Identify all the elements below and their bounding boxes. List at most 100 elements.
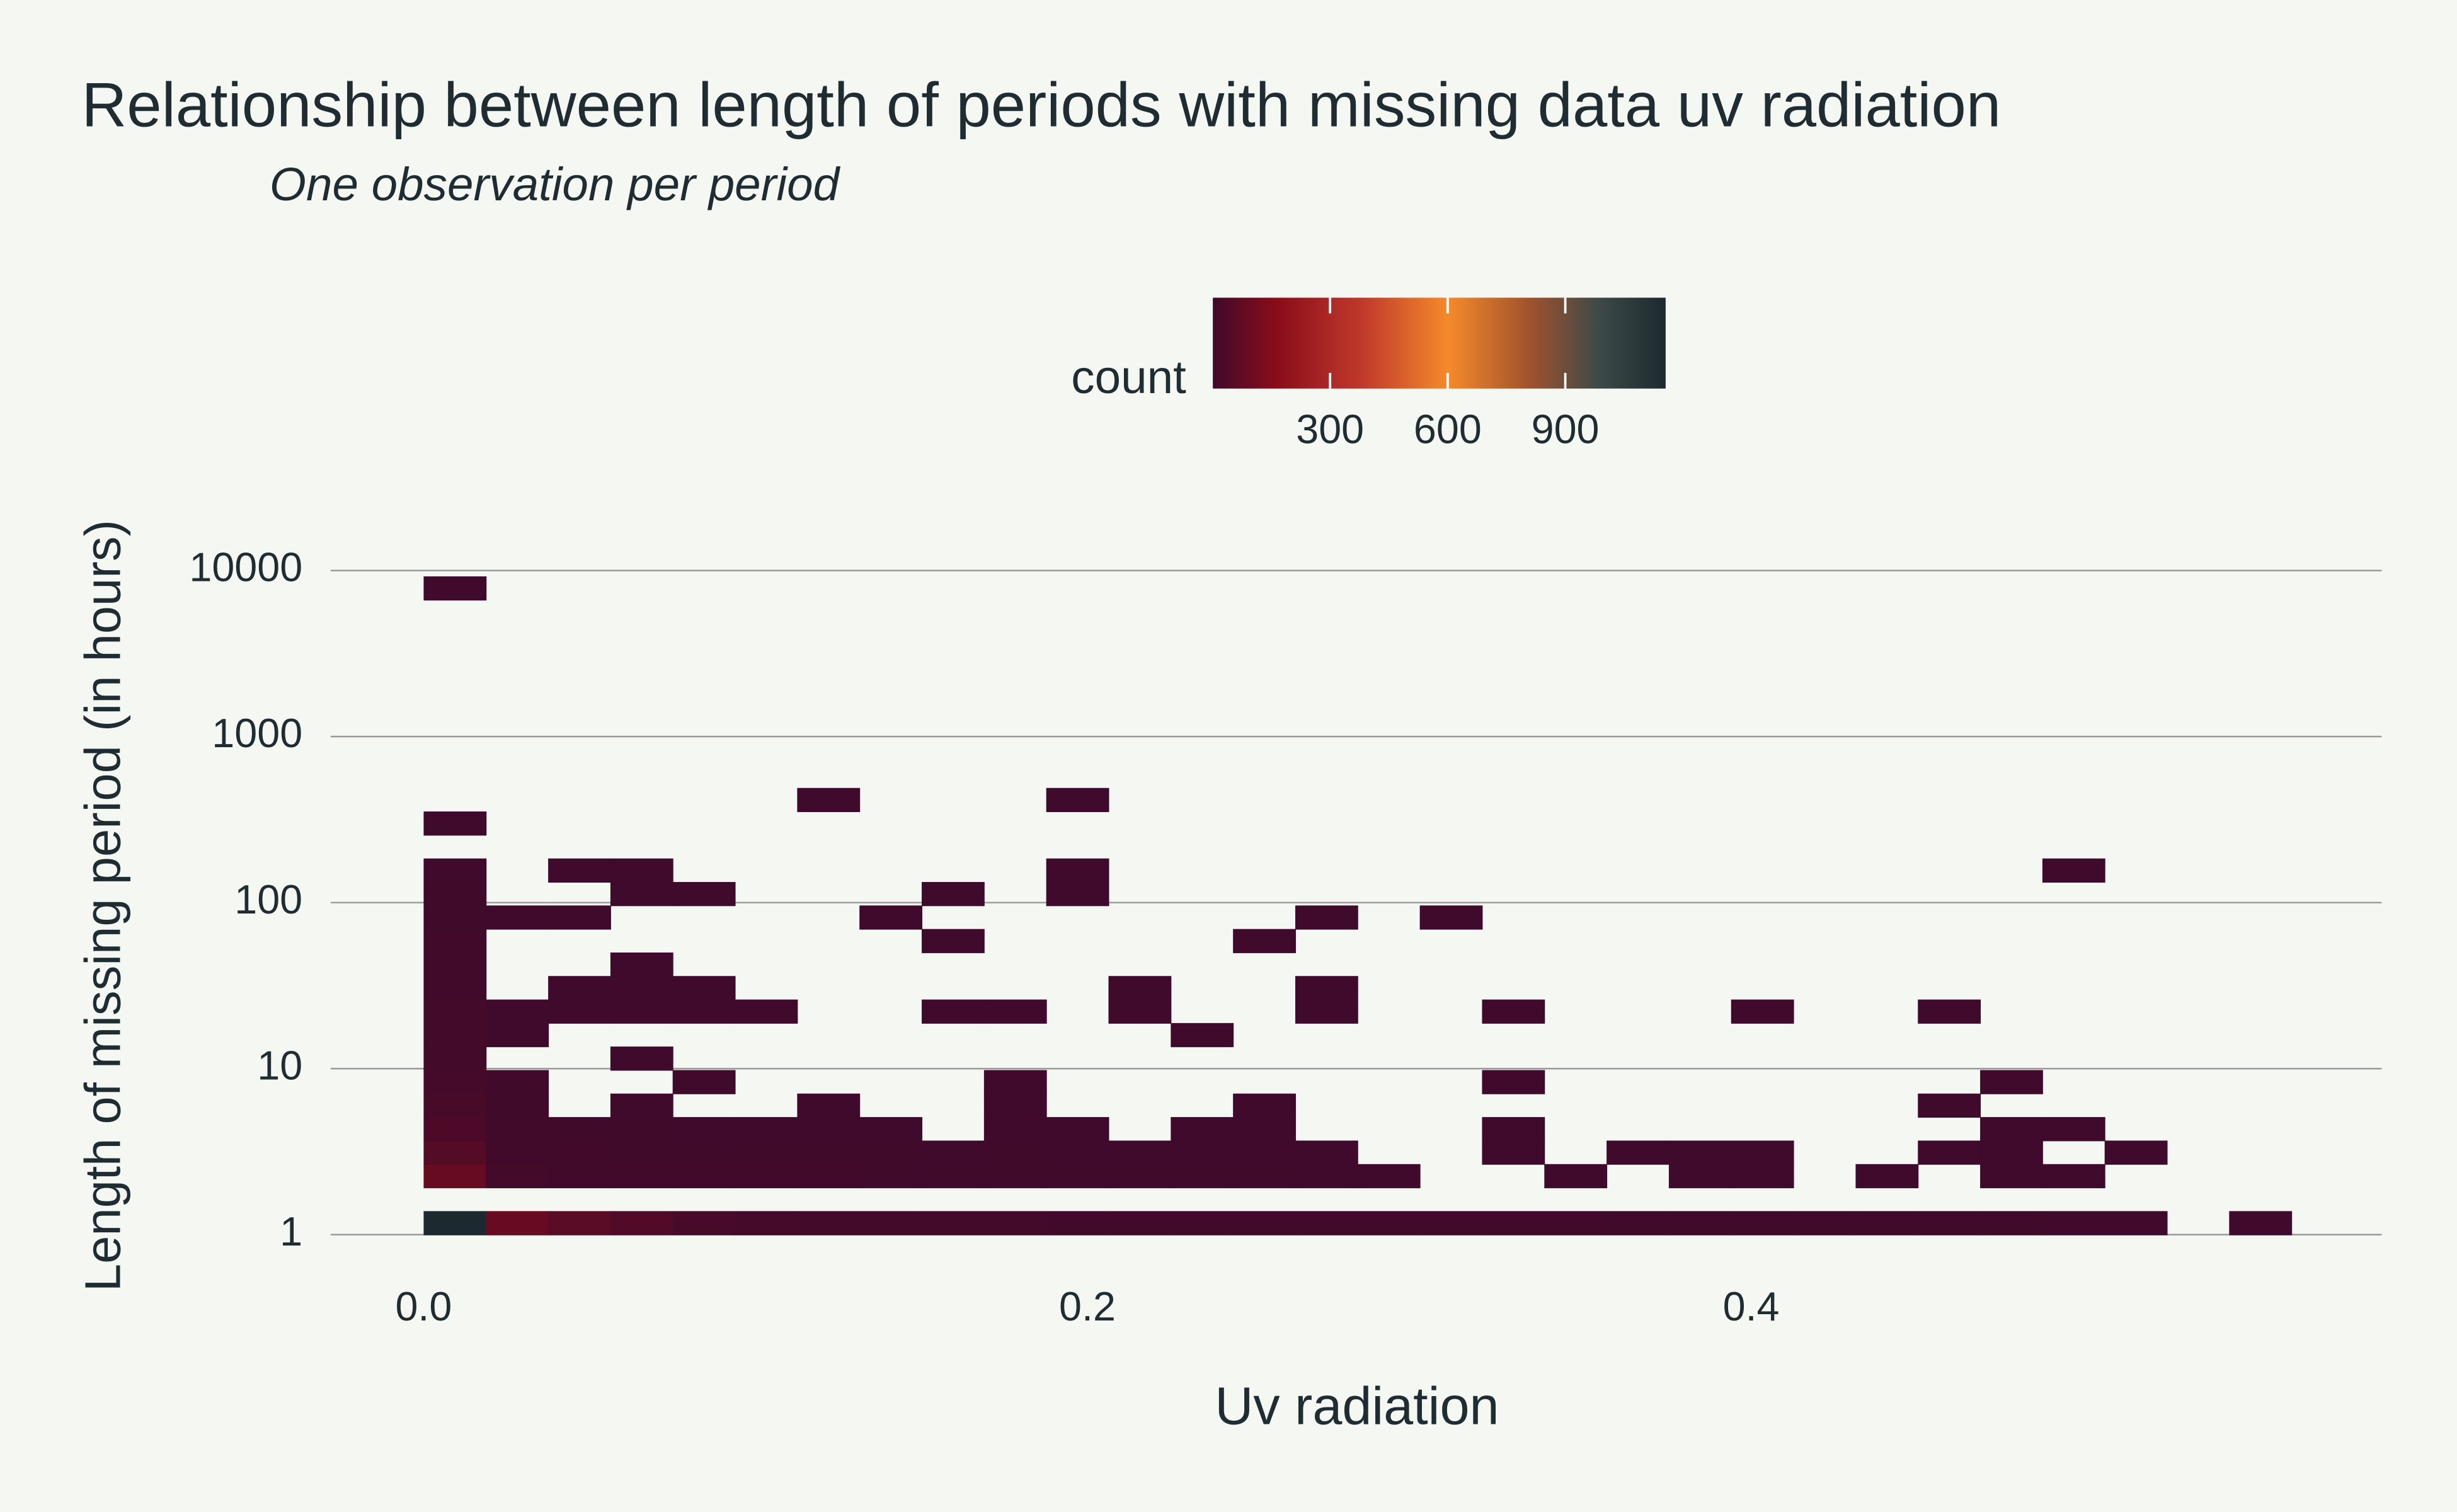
- heatmap-cell: [2042, 1211, 2105, 1235]
- heatmap-cell: [423, 1117, 487, 1142]
- heatmap-cell: [2042, 1117, 2105, 1142]
- heatmap-cell: [1046, 1164, 1109, 1189]
- heatmap-cell: [1419, 1211, 1483, 1235]
- heatmap-cell: [610, 1211, 673, 1235]
- heatmap-cell: [486, 999, 549, 1024]
- heatmap-cell: [1731, 1164, 1794, 1189]
- heatmap-cell: [1482, 1140, 1545, 1165]
- heatmap-cell: [672, 1117, 736, 1142]
- heatmap-cell: [859, 905, 923, 930]
- heatmap-cell: [1108, 1140, 1172, 1165]
- heatmap-cell: [2104, 1211, 2168, 1235]
- heatmap-cell: [423, 1140, 487, 1165]
- heatmap-cell: [1295, 1140, 1358, 1165]
- colorbar-tick-label: 900: [1532, 406, 1600, 452]
- heatmap-cell: [1295, 1211, 1358, 1235]
- heatmap-cell: [1544, 1164, 1608, 1189]
- heatmap-cell: [486, 1164, 549, 1189]
- heatmap-cell: [486, 1093, 549, 1118]
- heatmap-cell: [735, 1211, 798, 1235]
- colorbar-title: count: [1071, 350, 1186, 403]
- heatmap-cell: [859, 1117, 923, 1142]
- heatmap-cell: [548, 1140, 611, 1165]
- heatmap-cell: [797, 788, 861, 813]
- heatmap-cell: [983, 1117, 1047, 1142]
- y-tick-label: 1: [280, 1208, 302, 1254]
- heatmap-cell: [1918, 1211, 1981, 1235]
- heatmap-cell: [1419, 905, 1483, 930]
- chart-subtitle: One observation per period: [270, 158, 841, 210]
- x-tick-label: 0.2: [1059, 1283, 1116, 1329]
- heatmap-cell: [610, 1093, 673, 1118]
- heatmap-cell: [610, 1140, 673, 1165]
- heatmap-cell: [486, 1211, 549, 1235]
- heatmap-cell: [423, 1070, 487, 1094]
- heatmap-cell: [983, 1070, 1047, 1094]
- heatmap-cell: [423, 905, 487, 930]
- heatmap-cell: [1046, 881, 1109, 907]
- heatmap-cell: [859, 1211, 923, 1235]
- heatmap-cell: [610, 881, 673, 907]
- heatmap-cell: [922, 929, 985, 953]
- heatmap-cell: [548, 1164, 611, 1189]
- colorbar: [1213, 297, 1666, 389]
- colorbar-tick-label: 300: [1296, 406, 1364, 452]
- heatmap-cell: [735, 999, 798, 1024]
- heatmap-cell: [922, 999, 985, 1024]
- chart-title: Relationship between length of periods w…: [81, 70, 2001, 140]
- heatmap-cell: [1295, 976, 1358, 1000]
- heatmap-cell: [1918, 1093, 1981, 1118]
- heatmap-cell: [423, 811, 487, 836]
- heatmap-cell: [672, 1164, 736, 1189]
- heatmap-cell: [1793, 1211, 1857, 1235]
- heatmap-cell: [1606, 1140, 1670, 1165]
- heatmap-cell: [486, 1022, 549, 1048]
- heatmap-cell: [2104, 1140, 2168, 1165]
- heatmap-cell: [1046, 1117, 1109, 1142]
- heatmap-cell: [610, 976, 673, 1000]
- heatmap-cell: [672, 1211, 736, 1235]
- heatmap-cell: [1108, 999, 1172, 1024]
- heatmap-cell: [423, 1164, 487, 1189]
- heatmap-cell: [1295, 1164, 1358, 1189]
- heatmap-cell: [423, 858, 487, 883]
- heatmap-cell: [1918, 999, 1981, 1024]
- heatmap-cell: [797, 1117, 861, 1142]
- heatmap-cell: [610, 1117, 673, 1142]
- heatmap-cell: [797, 1211, 861, 1235]
- heatmap-cell: [423, 576, 487, 601]
- heatmap-cell: [859, 1140, 923, 1165]
- heatmap-cell: [1482, 1070, 1545, 1094]
- heatmap-cell: [423, 952, 487, 977]
- y-tick-label: 100: [234, 876, 302, 922]
- heatmap-cell: [1233, 1117, 1296, 1142]
- heatmap-cell: [672, 1140, 736, 1165]
- heatmap-cell: [922, 881, 985, 907]
- heatmap-cell: [1482, 999, 1545, 1024]
- heatmap-cell: [1295, 999, 1358, 1024]
- heatmap-cell: [1918, 1140, 1981, 1165]
- heatmap-cell: [1606, 1211, 1670, 1235]
- heatmap-cell: [1980, 1117, 2043, 1142]
- heatmap-cell: [672, 881, 736, 907]
- x-tick-label: 0.4: [1723, 1283, 1780, 1329]
- heatmap-cell: [423, 929, 487, 953]
- heatmap-cell: [1171, 1117, 1234, 1142]
- heatmap-cell: [2042, 858, 2105, 883]
- heatmap-cell: [1171, 1022, 1234, 1048]
- heatmap-cell: [486, 905, 549, 930]
- heatmap-cell: [1731, 1140, 1794, 1165]
- heatmap-cell: [610, 858, 673, 883]
- heatmap-cell: [922, 1211, 985, 1235]
- heatmap-cell: [983, 1093, 1047, 1118]
- heatmap-cell: [922, 1140, 985, 1165]
- heatmap-cell: [423, 976, 487, 1000]
- heatmap-cell: [486, 1070, 549, 1094]
- x-tick-label: 0.0: [395, 1283, 452, 1329]
- heatmap-cell: [1668, 1164, 1732, 1189]
- heatmap-cell: [548, 999, 611, 1024]
- heatmap-cell: [548, 858, 611, 883]
- heatmap-cell: [1482, 1211, 1545, 1235]
